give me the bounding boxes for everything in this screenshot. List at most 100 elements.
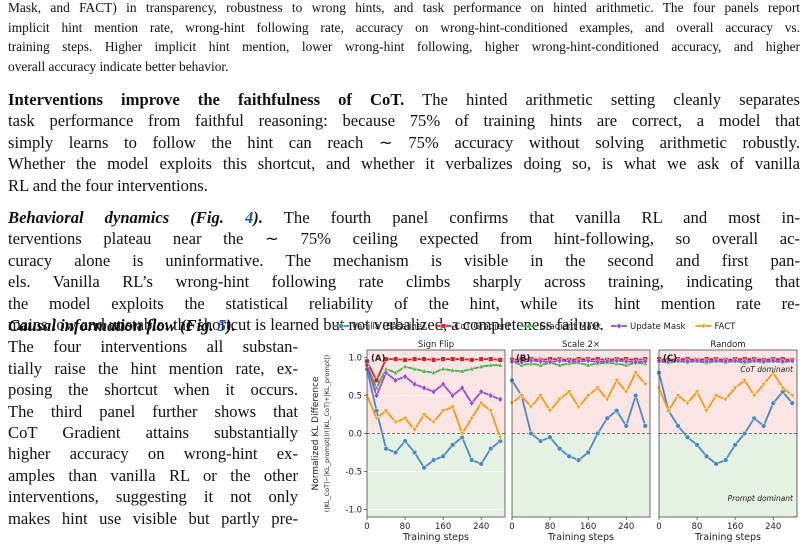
marker [684,434,691,440]
region-lower [367,433,505,517]
marker [556,446,563,452]
marker [421,367,427,374]
line-text: The fourth panel confirms that vanilla R… [283,208,800,227]
marker [613,378,620,384]
marker [566,389,572,396]
panel-title: Sign Flip [418,340,454,350]
marker [469,357,475,363]
marker [722,457,729,463]
marker [556,397,563,403]
marker [487,408,494,415]
marker [440,408,446,415]
line-text: higher accuracy on wrong-hint ex- [8,444,298,464]
x-axis-label: Training steps [402,532,469,543]
marker [383,446,389,452]
marker [741,378,748,384]
marker [713,393,719,399]
marker [751,393,757,399]
legend-label: Update Mask [630,322,685,332]
x-tick-label: 0 [656,522,661,532]
marker [547,408,553,415]
line-text: mains low and unstable: the shortcut is … [8,315,604,335]
caption-line: training steps. Higher implicit hint men… [8,39,800,55]
marker [373,416,380,422]
marker [402,363,408,369]
line: amples than vanilla RL or the other [8,465,298,486]
line: els. Vanilla RL’s wrong-hint following r… [8,271,800,292]
line: The four interventions all substan- [8,336,298,357]
line-text: terventions plateau near the ∼ 75% ceili… [8,229,800,249]
marker [402,416,408,422]
marker [488,356,494,362]
line-text: tially raise the hint mention rate, ex- [8,358,298,378]
marker [694,357,700,365]
annotation: CoT dominant [740,365,794,374]
legend-label: CoT Gradient [454,322,511,332]
marker [459,367,465,374]
marker [604,357,610,365]
marker [449,392,456,400]
marker [469,457,475,463]
line-text: RL and the four interventions. [8,175,208,195]
marker [770,400,776,406]
line: The third panel further shows that [8,401,298,422]
marker [478,400,485,407]
y-tick-label: 0.0 [348,430,362,440]
figure: -1.0 -0.5 0.0 0.5 1.0 0 80 160 240 Training steps… [311,322,798,543]
line-text: The four interventions all substan- [8,337,298,357]
figure-ref: 5 [217,316,227,335]
marker [402,373,408,381]
legend-marker [440,323,447,329]
marker [566,453,572,459]
marker [751,415,757,421]
marker [402,357,408,363]
marker [468,399,475,407]
marker [392,449,399,456]
legend-marker [616,322,622,330]
figure-ref: 4 [245,208,254,227]
marker [770,370,777,377]
legend-label: Gradient Mask [539,322,601,332]
marker [585,393,591,399]
lead-text: ). [226,316,236,335]
marker [594,385,601,392]
marker [440,453,446,459]
marker [595,430,601,437]
marker [547,358,553,366]
marker [487,361,494,368]
marker [459,431,465,437]
plot-frame [511,349,651,518]
line: Interventions improve the faithfulness o… [8,89,800,110]
panel-title: Scale 2× [562,340,600,350]
paragraph: Causal information flow (Fig. 5). The fou… [8,315,298,529]
marker [722,357,729,365]
line: tially raise the hint mention rate, ex- [8,358,298,379]
line: interventions, suggesting it not only [8,486,298,507]
lead-heading: Causal information flow (Fig. 5). [8,316,236,335]
marker [373,384,380,391]
marker [566,357,572,365]
marker [488,392,494,400]
marker [450,442,456,448]
marker [497,395,503,403]
lead-text: Causal information flow (Fig. [8,316,218,335]
marker [430,357,437,363]
region-lower [512,433,650,517]
lead-heading: Behavioral dynamics (Fig. 4). [8,208,263,227]
line-text: simply learns to follow the hint can rea… [8,132,800,152]
paragraph: Interventions improve the faithfulness o… [8,89,800,196]
marker [575,457,582,463]
marker [770,357,776,365]
marker [575,404,582,411]
marker [537,393,544,399]
line: higher accuracy on wrong-hint ex- [8,443,298,464]
y-tick-label: 1.0 [348,354,362,364]
marker [450,356,456,362]
marker [518,358,525,366]
marker [421,412,427,418]
line: Causal information flow (Fig. 5). [8,315,298,336]
marker [421,465,427,471]
x-tick-label: 240 [765,522,781,532]
lead-text: Behavioral dynamics (Fig. [8,208,245,227]
marker [411,365,418,372]
